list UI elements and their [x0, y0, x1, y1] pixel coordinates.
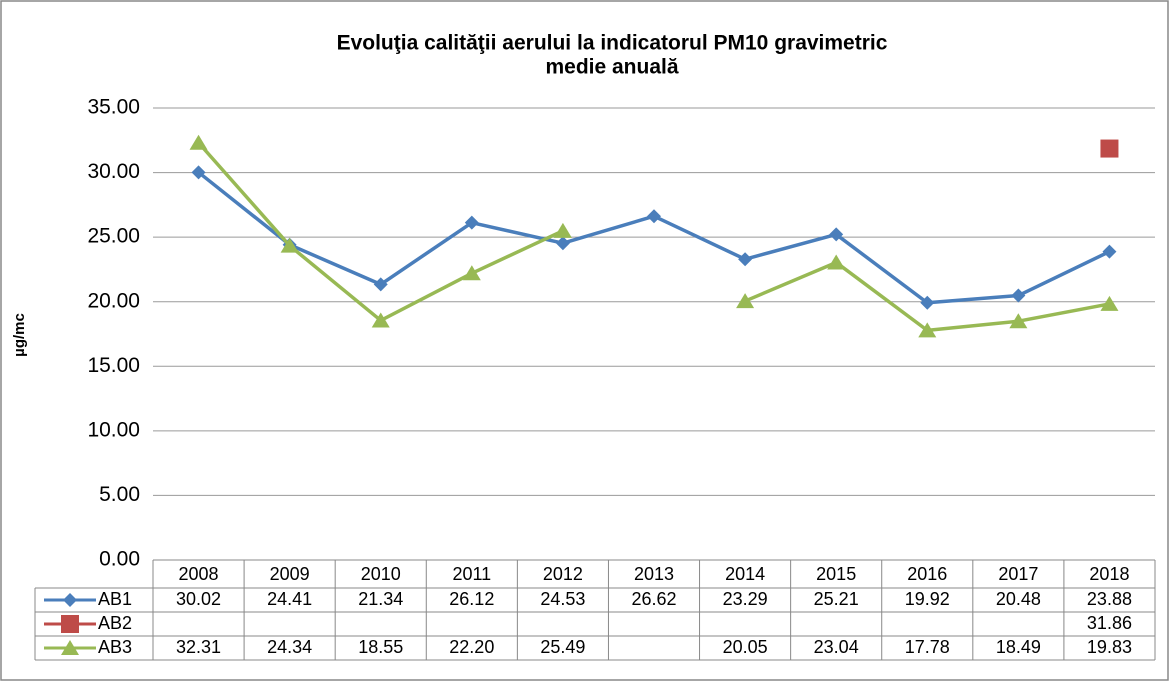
x-tick-label: 2013 [634, 564, 674, 584]
y-tick-label: 10.00 [87, 418, 140, 441]
data-cell: 18.55 [358, 637, 403, 657]
data-cell: 25.21 [814, 589, 859, 609]
data-cell: 22.20 [449, 637, 494, 657]
data-cell: 26.62 [631, 589, 676, 609]
marker [191, 165, 206, 180]
marker [464, 215, 479, 230]
data-cell: 24.34 [267, 637, 312, 657]
data-cell: 30.02 [176, 589, 221, 609]
y-tick-label: 35.00 [87, 96, 140, 119]
data-cell: 23.88 [1087, 589, 1132, 609]
marker [1100, 139, 1119, 158]
x-tick-label: 2015 [816, 564, 856, 584]
data-cell: 25.49 [540, 637, 585, 657]
marker [1100, 295, 1119, 311]
x-tick-label: 2014 [725, 564, 765, 584]
x-tick-label: 2010 [361, 564, 401, 584]
x-tick-label: 2018 [1089, 564, 1129, 584]
data-cell: 19.83 [1087, 637, 1132, 657]
data-cell: 23.04 [814, 637, 859, 657]
marker [280, 237, 299, 253]
legend-marker [61, 640, 79, 655]
marker [918, 322, 937, 338]
marker [1102, 244, 1117, 259]
x-tick-label: 2016 [907, 564, 947, 584]
legend-label: AB1 [98, 589, 132, 609]
marker [829, 227, 844, 242]
data-cell: 21.34 [358, 589, 403, 609]
marker [736, 293, 755, 309]
marker [555, 236, 570, 251]
marker [827, 254, 846, 270]
marker [189, 134, 208, 150]
data-cell: 24.41 [267, 589, 312, 609]
data-cell: 32.31 [176, 637, 221, 657]
marker [371, 312, 390, 328]
x-tick-label: 2011 [452, 564, 491, 584]
marker [553, 222, 572, 238]
legend-label: AB2 [98, 613, 132, 633]
x-tick-label: 2012 [543, 564, 583, 584]
data-cell: 20.48 [996, 589, 1041, 609]
marker [920, 295, 935, 310]
chart-subtitle: medie anuală [545, 56, 678, 79]
x-tick-label: 2009 [270, 564, 310, 584]
data-cell: 17.78 [905, 637, 950, 657]
y-tick-label: 0.00 [99, 548, 140, 571]
data-cell: 24.53 [540, 589, 585, 609]
y-tick-label: 15.00 [87, 354, 140, 377]
marker [738, 252, 753, 267]
chart-title: Evoluţia calităţii aerului la indicatoru… [337, 32, 888, 55]
marker [1009, 313, 1028, 329]
y-tick-label: 30.00 [87, 160, 140, 183]
data-cell: 26.12 [449, 589, 494, 609]
x-tick-label: 2017 [998, 564, 1038, 584]
y-tick-label: 25.00 [87, 225, 140, 248]
legend-marker [63, 593, 77, 607]
marker [1011, 288, 1026, 303]
data-cell: 20.05 [723, 637, 768, 657]
marker [647, 209, 661, 224]
marker [462, 265, 481, 281]
y-axis-label: µg/mc [11, 313, 28, 357]
x-tick-label: 2008 [179, 564, 219, 584]
data-cell: 18.49 [996, 637, 1041, 657]
marker [373, 277, 388, 292]
legend-label: AB3 [98, 637, 132, 657]
data-cell: 23.29 [723, 589, 768, 609]
legend-marker [61, 615, 79, 633]
y-tick-label: 5.00 [99, 483, 140, 506]
data-cell: 19.92 [905, 589, 950, 609]
y-tick-label: 20.00 [87, 289, 140, 312]
data-cell: 31.86 [1087, 613, 1132, 633]
